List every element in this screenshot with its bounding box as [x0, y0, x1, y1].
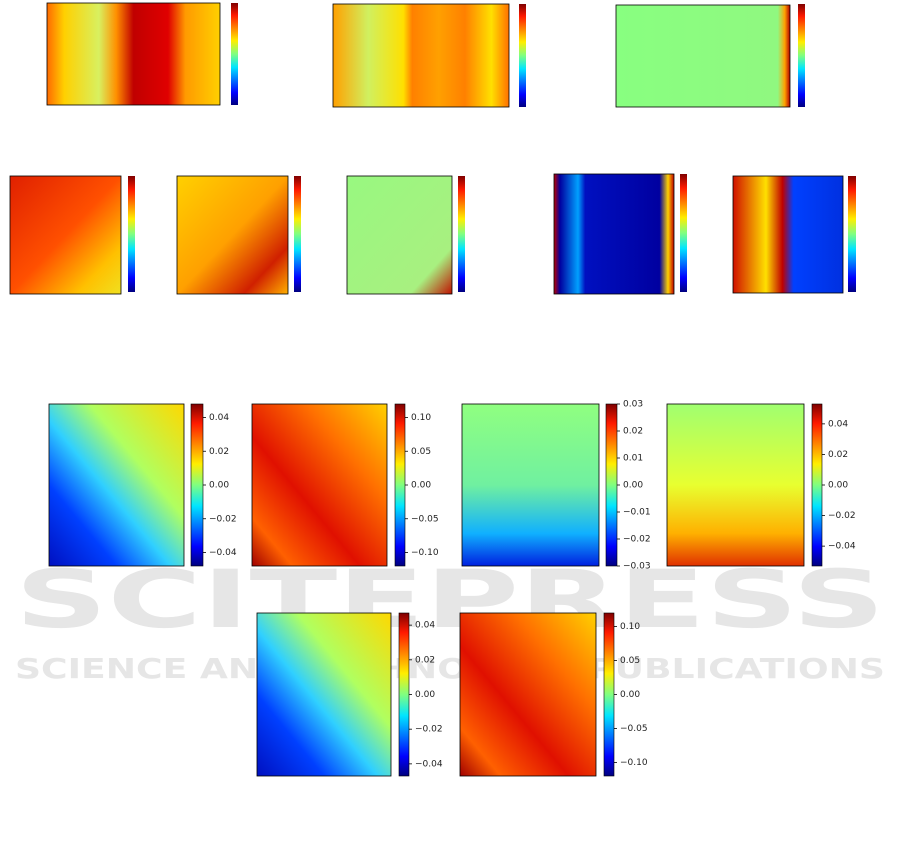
colorbar-tick-label: −0.04	[415, 759, 443, 769]
colorbar	[394, 403, 406, 567]
frame	[732, 175, 844, 294]
colorbar-tick-label: −0.02	[623, 535, 651, 545]
colorbar-tick-label: 0.00	[209, 481, 229, 491]
frame	[332, 3, 510, 108]
colorbar-tick-label: −0.02	[828, 511, 856, 521]
heatmap	[47, 3, 220, 105]
colorbar-tick-label: 0.00	[828, 481, 848, 491]
colorbar-tick-label: 0.10	[620, 622, 640, 632]
colorbar	[680, 174, 687, 292]
frame	[615, 4, 791, 108]
colorbar-tick-label: 0.00	[411, 481, 431, 491]
colorbar-tick-label: 0.00	[415, 690, 435, 700]
watermark: SCITEPRESS SCIENCE AND TECHNOLOGY PUBLIC…	[15, 553, 885, 685]
colorbar-tick-label: 0.04	[209, 413, 229, 423]
colorbar	[848, 176, 856, 292]
heatmap	[49, 404, 184, 566]
heatmap	[177, 176, 288, 294]
heatmap	[333, 4, 509, 107]
heatmap	[554, 174, 674, 294]
colorbar-tick-label: −0.02	[415, 725, 443, 735]
colorbar	[798, 4, 805, 107]
colorbar-tick-label: −0.02	[209, 514, 237, 524]
colorbar-tick-label: −0.05	[411, 514, 439, 524]
heatmap	[257, 613, 391, 776]
colorbar-tick-label: 0.00	[623, 481, 643, 491]
heatmap	[252, 404, 387, 566]
colorbar-tick-label: −0.01	[623, 508, 651, 518]
frame	[553, 173, 675, 295]
watermark-title: SCITEPRESS	[15, 553, 885, 646]
top-panels	[9, 2, 856, 295]
frame	[46, 2, 221, 106]
frame	[176, 175, 289, 295]
colorbar-tick-label: 0.03	[623, 400, 643, 410]
frame	[9, 175, 122, 295]
heatmap	[460, 613, 596, 776]
colorbar-tick-label: 0.00	[620, 690, 640, 700]
frame	[346, 175, 453, 295]
heatmap	[733, 176, 843, 293]
colorbar	[458, 176, 465, 292]
bottom-panels	[48, 403, 805, 777]
colorbar-tick-label: −0.05	[620, 724, 648, 734]
heatmap	[347, 176, 452, 294]
heatmap	[616, 5, 790, 107]
watermark-subtitle: SCIENCE AND TECHNOLOGY PUBLICATIONS	[15, 652, 885, 685]
frame	[459, 612, 597, 777]
colorbar	[294, 176, 301, 292]
colorbar-tick-label: 0.02	[415, 655, 435, 665]
colorbar-tick-label: 0.02	[623, 427, 643, 437]
colorbar-tick-label: 0.02	[209, 447, 229, 457]
frame	[256, 612, 392, 777]
colorbar-tick-label: 0.10	[411, 413, 431, 423]
colorbar	[603, 612, 615, 777]
colorbar	[398, 612, 410, 777]
colorbar-tick-label: 0.05	[620, 656, 640, 666]
frame	[666, 403, 805, 567]
colorbar-tick-label: 0.04	[415, 621, 435, 631]
colorbar-tick-label: −0.04	[828, 542, 856, 552]
colorbar	[519, 4, 526, 107]
colorbar-tick-label: −0.10	[620, 758, 648, 768]
heatmap	[667, 404, 804, 566]
colorbar	[811, 403, 823, 567]
colorbar	[605, 403, 618, 567]
colorbar	[231, 3, 238, 105]
frame	[461, 403, 600, 567]
frame	[48, 403, 185, 567]
colorbar	[128, 176, 135, 292]
colorbar	[190, 403, 204, 567]
heatmap	[10, 176, 121, 294]
frame	[251, 403, 388, 567]
colorbar-tick-label: 0.02	[828, 450, 848, 460]
colorbar-tick-label: −0.10	[411, 548, 439, 558]
colorbar-tick-label: −0.04	[209, 548, 237, 558]
colorbar-tick-label: −0.03	[623, 562, 651, 572]
colorbar-tick-label: 0.01	[623, 454, 643, 464]
colorbar-tick-label: 0.05	[411, 447, 431, 457]
heatmap	[462, 404, 599, 566]
colorbar-tick-label: 0.04	[828, 419, 848, 429]
